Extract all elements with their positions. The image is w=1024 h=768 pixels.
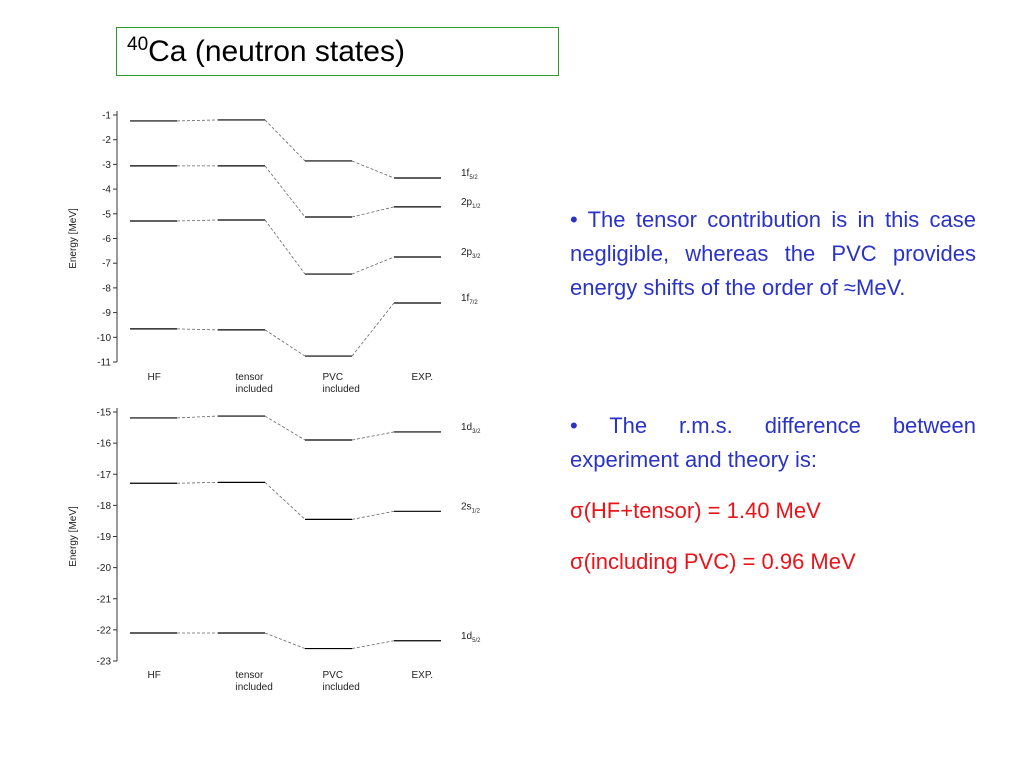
level-subscript: 1/2 [472, 508, 481, 514]
connector [176, 119, 219, 122]
x-tick-label: HF [147, 372, 161, 383]
y-tick-label: -16 [97, 439, 112, 450]
connector [351, 640, 395, 649]
y-tick-label: -21 [97, 594, 112, 605]
x-tick-label: EXP. [411, 372, 434, 383]
connector [176, 219, 219, 222]
connector [264, 482, 306, 520]
y-tick-label: -2 [102, 135, 111, 146]
y-tick-label: -19 [97, 532, 112, 543]
level-name: 2s [461, 501, 472, 512]
y-tick-label: -1 [102, 111, 111, 122]
x-tick-label: tensor included [235, 372, 273, 395]
y-axis-label: Energy [MeV] [68, 208, 79, 269]
result: σ(HF+tensor) = 1.40 MeV [570, 498, 821, 523]
y-tick-label: -11 [97, 358, 111, 369]
connector [351, 302, 395, 357]
level-name: 1d [461, 422, 472, 433]
y-tick-label: -22 [97, 625, 112, 636]
level-subscript: 5/2 [472, 638, 481, 644]
y-tick-label: -15 [97, 408, 112, 419]
connector [176, 481, 219, 484]
level-subscript: 7/2 [469, 300, 478, 306]
x-tick-label: HF [147, 670, 161, 681]
bullet: • The tensor contribution is in this cas… [570, 207, 976, 300]
y-tick-label: -3 [102, 160, 111, 171]
x-tick-label: EXP. [411, 670, 434, 681]
connector [351, 256, 395, 275]
connector [264, 219, 306, 275]
y-tick-label: -8 [102, 283, 111, 294]
level-label: 2p1/2 [461, 197, 481, 210]
level-label: 2s1/2 [461, 501, 481, 514]
level-name: 1f [461, 168, 470, 179]
y-tick-label: -6 [102, 234, 111, 245]
level-label: 2p3/2 [461, 247, 481, 260]
connector [351, 510, 395, 520]
connector [176, 328, 219, 331]
result: σ(including PVC) = 0.96 MeV [570, 549, 856, 574]
connector [351, 431, 395, 441]
level-name: 1f [461, 293, 470, 304]
connector [264, 632, 306, 649]
bullet: • The r.m.s. difference between experime… [570, 413, 976, 472]
level-name: 1d [461, 631, 472, 642]
connector [264, 165, 306, 218]
level-name: 2p [461, 247, 473, 258]
level-subscript: 5/2 [469, 175, 478, 181]
y-tick-label: -9 [102, 308, 111, 319]
y-tick-label: -7 [102, 259, 111, 270]
level-subscript: 3/2 [472, 254, 481, 260]
level-subscript: 3/2 [472, 429, 481, 435]
x-tick-label: PVC included [322, 670, 360, 693]
level-label: 1f5/2 [461, 168, 478, 181]
y-tick-label: -17 [97, 470, 112, 481]
slide-title: 40Ca (neutron states) [116, 27, 559, 76]
connector [264, 415, 306, 441]
level-subscript: 1/2 [472, 204, 481, 210]
connector [176, 415, 219, 419]
y-axis-label: Energy [MeV] [68, 506, 79, 567]
level-label: 1d5/2 [461, 631, 481, 644]
y-tick-label: -18 [97, 501, 112, 512]
level-name: 2p [461, 197, 473, 208]
y-tick-label: -20 [97, 563, 112, 574]
x-tick-label: PVC included [322, 372, 360, 395]
connector [351, 206, 395, 218]
connector [264, 119, 306, 162]
y-tick-label: -23 [97, 657, 112, 668]
title-superscript: 40 [127, 34, 149, 55]
level-label: 1d3/2 [461, 422, 481, 435]
y-tick-label: -4 [102, 185, 111, 196]
connector [351, 160, 395, 179]
x-tick-label: tensor included [235, 670, 273, 693]
connector [264, 329, 306, 357]
y-tick-label: -10 [97, 333, 112, 344]
level-label: 1f7/2 [461, 293, 478, 306]
y-tick-label: -5 [102, 209, 111, 220]
title-text: Ca (neutron states) [148, 35, 405, 68]
